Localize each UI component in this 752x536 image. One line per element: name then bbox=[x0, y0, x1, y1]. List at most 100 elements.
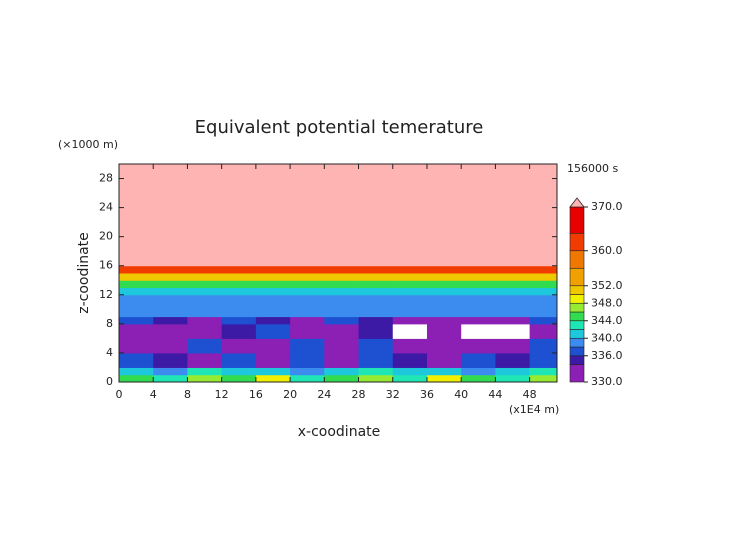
field-cell bbox=[187, 316, 223, 325]
x-tick-label: 4 bbox=[150, 388, 157, 401]
field-cell bbox=[495, 309, 531, 318]
field-cell bbox=[290, 352, 325, 368]
field-cell bbox=[290, 265, 325, 274]
field-cell bbox=[119, 374, 154, 383]
field-cell bbox=[221, 323, 257, 339]
field-cell bbox=[358, 309, 394, 318]
field-cell bbox=[461, 287, 496, 296]
colorbar-segment bbox=[569, 355, 585, 365]
field-cell bbox=[221, 374, 257, 383]
field-cell bbox=[221, 338, 257, 354]
field-cell bbox=[255, 367, 291, 376]
field-cell bbox=[392, 323, 428, 339]
field-cell bbox=[324, 273, 360, 281]
field-cell bbox=[461, 164, 496, 267]
field-cell bbox=[358, 287, 394, 296]
field-cell bbox=[324, 265, 360, 274]
field-cell bbox=[324, 374, 360, 383]
field-cell bbox=[426, 367, 462, 376]
colorbar-tick-label: 336.0 bbox=[591, 349, 623, 362]
field-cell bbox=[324, 164, 360, 267]
field-cell bbox=[358, 265, 394, 274]
field-cell bbox=[290, 367, 325, 376]
field-cell bbox=[119, 338, 154, 354]
colorbar-segment bbox=[569, 232, 585, 252]
field-cell bbox=[324, 309, 360, 318]
field-cell bbox=[392, 280, 428, 289]
field-cell bbox=[392, 164, 428, 267]
field-cell bbox=[358, 280, 394, 289]
field-cell bbox=[392, 338, 428, 354]
y-tick-label: 16 bbox=[99, 259, 113, 272]
colorbar-segment bbox=[569, 311, 585, 322]
field-cell bbox=[324, 294, 360, 310]
field-cell bbox=[495, 287, 531, 296]
field-cell bbox=[426, 338, 462, 354]
field-cell bbox=[119, 164, 154, 267]
field-cell bbox=[153, 352, 188, 368]
field-cell bbox=[119, 265, 154, 274]
plot-frame bbox=[118, 163, 558, 383]
field-cell bbox=[221, 309, 257, 318]
field-cell bbox=[221, 287, 257, 296]
x-tick-label: 16 bbox=[249, 388, 263, 401]
field-cell bbox=[529, 287, 558, 296]
field-cell bbox=[529, 309, 558, 318]
field-cell bbox=[529, 280, 558, 289]
colorbar-segment bbox=[569, 285, 585, 295]
field-cell bbox=[392, 294, 428, 310]
colorbar-segment bbox=[569, 294, 585, 304]
field-cell bbox=[495, 338, 531, 354]
field-cell bbox=[392, 287, 428, 296]
field-cell bbox=[221, 294, 257, 310]
field-cell bbox=[221, 265, 257, 274]
field-cell bbox=[461, 294, 496, 310]
field-cell bbox=[358, 316, 394, 325]
colorbar-tick-label: 340.0 bbox=[591, 331, 623, 344]
field-cell bbox=[187, 294, 223, 310]
field-cell bbox=[290, 280, 325, 289]
field-cell bbox=[324, 352, 360, 368]
field-cell bbox=[461, 352, 496, 368]
field-cell bbox=[119, 280, 154, 289]
field-cell bbox=[461, 273, 496, 281]
field-cell bbox=[461, 316, 496, 325]
field-cell bbox=[324, 367, 360, 376]
field-cell bbox=[119, 309, 154, 318]
field-cell bbox=[153, 309, 188, 318]
field-cell bbox=[153, 294, 188, 310]
field-cell bbox=[255, 273, 291, 281]
y-tick-label: 4 bbox=[106, 346, 113, 359]
field-cell bbox=[529, 374, 558, 383]
field-cell bbox=[290, 338, 325, 354]
field-cell bbox=[495, 374, 531, 383]
field-cell bbox=[461, 323, 496, 339]
field-cell bbox=[392, 273, 428, 281]
x-tick-label: 36 bbox=[420, 388, 434, 401]
field-cell bbox=[461, 338, 496, 354]
x-tick-label: 0 bbox=[116, 388, 123, 401]
field-cell bbox=[290, 323, 325, 339]
colorbar-tick-label: 344.0 bbox=[591, 314, 623, 327]
field-cell bbox=[153, 273, 188, 281]
field-cell bbox=[119, 367, 154, 376]
field-cell bbox=[392, 265, 428, 274]
x-tick-label: 28 bbox=[352, 388, 366, 401]
field-cell bbox=[426, 294, 462, 310]
field-cell bbox=[290, 294, 325, 310]
colorbar-over bbox=[569, 197, 585, 208]
field-cell bbox=[187, 287, 223, 296]
colorbar-segment bbox=[569, 329, 585, 339]
field-cell bbox=[392, 374, 428, 383]
colorbar-segment bbox=[569, 302, 585, 313]
field-cell bbox=[392, 367, 428, 376]
x-axis-label: x-coodinate bbox=[298, 424, 381, 440]
field-cell bbox=[255, 287, 291, 296]
field-cell bbox=[358, 338, 394, 354]
field-cell bbox=[392, 309, 428, 318]
field-cell bbox=[495, 294, 531, 310]
field-cell bbox=[495, 280, 531, 289]
field-cell bbox=[221, 273, 257, 281]
field-cell bbox=[255, 374, 291, 383]
